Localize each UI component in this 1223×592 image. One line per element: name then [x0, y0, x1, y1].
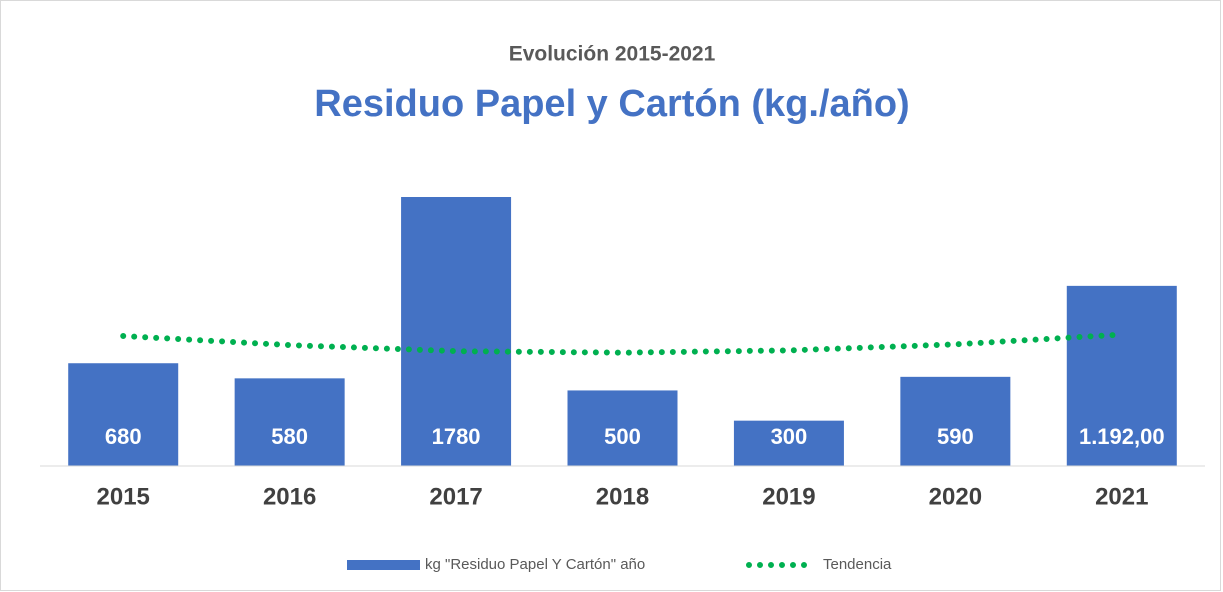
- data-label: 500: [604, 424, 641, 449]
- legend-label: kg "Residuo Papel Y Cartón" año: [425, 556, 645, 573]
- x-tick-label: 2018: [596, 483, 649, 510]
- bar: [401, 197, 512, 466]
- data-label: 590: [937, 424, 974, 449]
- chart-title: Evolución 2015-2021: [509, 43, 716, 66]
- data-label: 1780: [432, 424, 481, 449]
- bar: [68, 363, 179, 466]
- bar: [567, 390, 678, 466]
- x-tick-label: 2016: [263, 483, 316, 510]
- data-label: 1.192,00: [1079, 424, 1165, 449]
- x-tick-label: 2021: [1095, 483, 1148, 510]
- x-tick-label: 2020: [929, 483, 982, 510]
- x-tick-label: 2017: [429, 483, 482, 510]
- x-tick-label: 2019: [762, 483, 815, 510]
- data-label: 300: [771, 424, 808, 449]
- legend-swatch: [347, 560, 420, 570]
- bar: [900, 376, 1011, 466]
- data-label: 680: [105, 424, 142, 449]
- data-label: 580: [271, 424, 308, 449]
- chart-subtitle: Residuo Papel y Cartón (kg./año): [314, 83, 909, 125]
- legend-label: Tendencia: [823, 556, 892, 573]
- x-tick-label: 2015: [97, 483, 150, 510]
- bar: [733, 420, 844, 466]
- bar: [1066, 285, 1177, 466]
- trend-line: [120, 331, 1125, 356]
- bar: [234, 378, 345, 466]
